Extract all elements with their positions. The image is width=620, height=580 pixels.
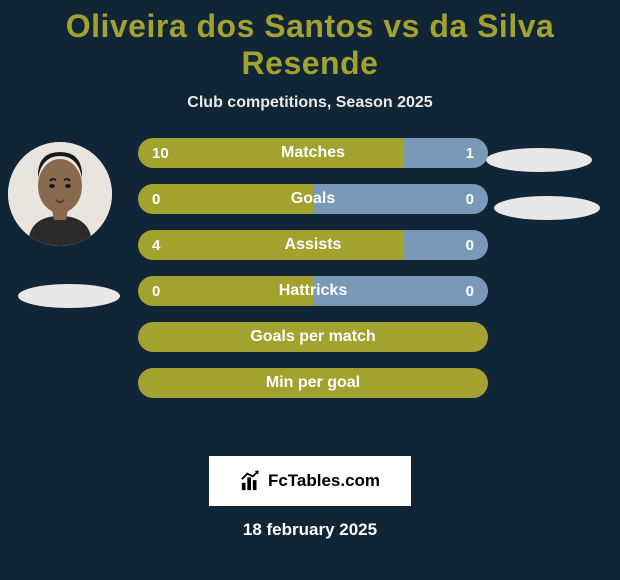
stat-row: Min per goal xyxy=(138,368,488,398)
player-right-shadow-1 xyxy=(486,148,592,172)
stat-label: Hattricks xyxy=(138,276,488,306)
page-subtitle: Club competitions, Season 2025 xyxy=(0,94,620,112)
stat-row: 101Matches xyxy=(138,138,488,168)
avatar-icon xyxy=(8,142,112,246)
branding-chart-icon xyxy=(240,470,262,492)
player-left-shadow xyxy=(18,284,120,308)
stat-row: 00Goals xyxy=(138,184,488,214)
date-label: 18 february 2025 xyxy=(0,520,620,540)
stat-row: Goals per match xyxy=(138,322,488,352)
stat-label: Min per goal xyxy=(138,368,488,398)
player-left-avatar xyxy=(8,142,112,246)
stat-row: 40Assists xyxy=(138,230,488,260)
player-right-shadow-2 xyxy=(494,196,600,220)
branding-text: FcTables.com xyxy=(268,471,380,491)
comparison-content: 101Matches00Goals40Assists00HattricksGoa… xyxy=(0,150,620,450)
stat-label: Goals per match xyxy=(138,322,488,352)
stat-label: Goals xyxy=(138,184,488,214)
stat-label: Matches xyxy=(138,138,488,168)
stat-row: 00Hattricks xyxy=(138,276,488,306)
page-title: Oliveira dos Santos vs da Silva Resende xyxy=(0,0,620,82)
branding-box: FcTables.com xyxy=(209,456,411,506)
stat-bars: 101Matches 00Goals 40Assists 00Hattricks Goa… xyxy=(138,138,488,414)
stat-label: Assists xyxy=(138,230,488,260)
